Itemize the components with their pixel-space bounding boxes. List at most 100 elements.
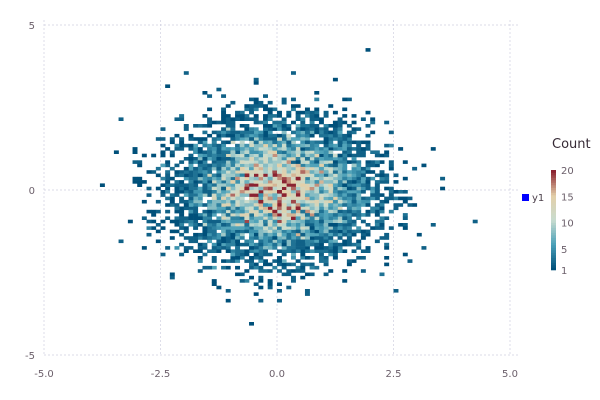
- heatmap-bin: [300, 203, 306, 207]
- heatmap-bin: [300, 124, 306, 128]
- heatmap-bin: [197, 176, 203, 181]
- heatmap-bin: [328, 183, 334, 187]
- legend: y1: [522, 193, 544, 204]
- heatmap-bin: [235, 170, 241, 174]
- heatmap-bin: [183, 186, 189, 191]
- heatmap-bin: [342, 209, 348, 214]
- heatmap-bin: [393, 203, 399, 207]
- heatmap-bin: [323, 223, 329, 227]
- heatmap-bin: [202, 265, 208, 270]
- heatmap-bin: [332, 219, 338, 224]
- heatmap-bin: [314, 173, 320, 178]
- heatmap-bin: [188, 133, 194, 138]
- heatmap-bin: [202, 203, 208, 207]
- heatmap-bin: [221, 127, 227, 131]
- heatmap-bin: [295, 196, 301, 201]
- heatmap-bin: [365, 48, 371, 52]
- heatmap-bin: [281, 259, 287, 263]
- heatmap-bin: [244, 173, 250, 178]
- heatmap-bin: [258, 147, 264, 151]
- heatmap-bin: [235, 256, 241, 260]
- heatmap-bin: [207, 176, 213, 181]
- heatmap-bin: [244, 104, 250, 108]
- heatmap-bin: [295, 219, 301, 224]
- heatmap-bin: [300, 199, 306, 204]
- heatmap-bin: [239, 196, 245, 201]
- heatmap-bin: [165, 190, 171, 194]
- heatmap-bin: [281, 236, 287, 240]
- heatmap-bin: [277, 203, 282, 207]
- heatmap-bin: [351, 186, 357, 191]
- heatmap-bin: [221, 246, 227, 250]
- heatmap-bin: [286, 226, 292, 230]
- heatmap-bin: [295, 157, 301, 161]
- heatmap-bin: [402, 216, 408, 220]
- heatmap-bin: [286, 236, 292, 240]
- heatmap-bin: [225, 117, 231, 121]
- heatmap-bin: [197, 259, 203, 263]
- heatmap-bin: [249, 223, 254, 227]
- heatmap-bin: [277, 153, 282, 158]
- y-tick-label: 0: [29, 186, 35, 197]
- heatmap-bin: [169, 193, 175, 197]
- heatmap-bin: [258, 249, 264, 253]
- heatmap-bin: [277, 157, 282, 161]
- heatmap-bin: [272, 190, 278, 194]
- heatmap-bin: [202, 193, 208, 197]
- heatmap-bin: [379, 170, 385, 174]
- heatmap-bin: [365, 196, 371, 201]
- heatmap-bin: [272, 213, 278, 217]
- heatmap-bin: [309, 127, 315, 131]
- heatmap-bin: [342, 160, 348, 164]
- heatmap-bin: [179, 209, 185, 214]
- heatmap-bin: [286, 160, 292, 164]
- heatmap-bin: [323, 140, 329, 145]
- heatmap-bin: [211, 209, 217, 214]
- heatmap-bin: [356, 226, 362, 230]
- heatmap-bin: [211, 160, 217, 164]
- heatmap-bin: [281, 186, 287, 191]
- heatmap-bin: [263, 147, 268, 151]
- heatmap-bin: [300, 150, 306, 154]
- heatmap-bin: [295, 133, 301, 138]
- heatmap-bin: [272, 147, 278, 151]
- heatmap-bin: [183, 216, 189, 220]
- heatmap-bin: [295, 236, 301, 240]
- heatmap-bin: [300, 213, 306, 217]
- heatmap-bin: [253, 150, 259, 154]
- heatmap-bin: [207, 183, 213, 187]
- heatmap-bin: [235, 203, 241, 207]
- heatmap-bin: [365, 170, 371, 174]
- heatmap-bin: [207, 229, 213, 234]
- heatmap-bin: [360, 249, 366, 253]
- heatmap-bin: [342, 137, 348, 141]
- heatmap-bin: [216, 190, 222, 194]
- heatmap-bin: [202, 186, 208, 191]
- heatmap-bin: [295, 209, 301, 214]
- heatmap-bin: [328, 147, 334, 151]
- heatmap-bin: [300, 133, 306, 138]
- heatmap-bin: [402, 223, 408, 227]
- heatmap-bin: [323, 216, 329, 220]
- heatmap-bin: [277, 289, 282, 293]
- heatmap-bin: [169, 199, 175, 204]
- heatmap-bin: [235, 153, 241, 158]
- heatmap-bin: [249, 180, 254, 184]
- heatmap-bin: [351, 153, 357, 158]
- heatmap-bin: [249, 262, 254, 267]
- heatmap-bin: [351, 259, 357, 263]
- heatmap-bin: [174, 147, 180, 151]
- heatmap-bin: [295, 180, 301, 184]
- heatmap-bin: [295, 242, 301, 247]
- heatmap-bin: [267, 226, 273, 230]
- heatmap-bin: [258, 137, 264, 141]
- heatmap-bin: [309, 124, 315, 128]
- heatmap-bin: [225, 127, 231, 131]
- heatmap-bin: [221, 147, 227, 151]
- heatmap-bin: [239, 209, 245, 214]
- heatmap-bin: [267, 196, 273, 201]
- colorbar-tick: 20: [561, 166, 574, 177]
- heatmap-bin: [323, 124, 329, 128]
- heatmap-bin: [281, 199, 287, 204]
- heatmap-bin: [300, 246, 306, 250]
